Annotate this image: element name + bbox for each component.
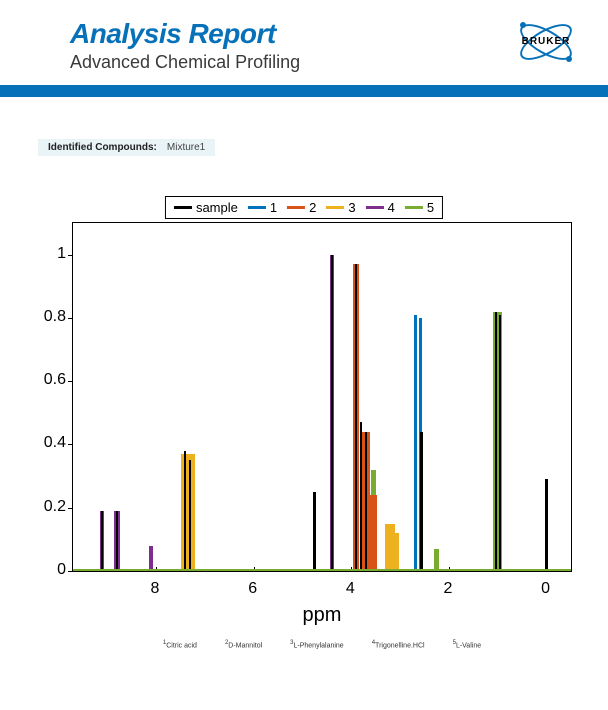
y-tick-label: 0.6 <box>44 371 66 389</box>
legend-swatch <box>366 206 384 209</box>
legend-label: 2 <box>309 200 316 215</box>
spectrum-peak <box>370 495 377 571</box>
plot-area <box>72 222 572 572</box>
legend-label: sample <box>196 200 238 215</box>
spectrum-peak <box>394 533 399 571</box>
logo-dot-icon <box>520 22 526 28</box>
y-tick-label: 1 <box>57 245 66 263</box>
spectrum-peak <box>499 315 501 571</box>
y-tick <box>68 255 73 256</box>
spectrum-baseline <box>73 569 571 571</box>
legend-item: 3 <box>326 200 355 215</box>
y-tick <box>68 318 73 319</box>
footnote-item: 3L-Phenylalanine <box>290 640 344 649</box>
x-tick-label: 6 <box>248 580 257 598</box>
x-tick-label: 0 <box>541 580 550 598</box>
legend-item: 4 <box>366 200 395 215</box>
nmr-chart: sample 1 2 3 4 5 0 0.2 0.4 0.6 0.8 1 0 2 4 6 8 ppm 1Ci… <box>28 196 580 676</box>
footnote-item: 4Trigonelline.HCl <box>372 640 425 649</box>
spectrum-peak <box>355 264 357 571</box>
legend-item: 2 <box>287 200 316 215</box>
y-tick <box>68 381 73 382</box>
identified-value: Mixture1 <box>167 142 205 153</box>
spectrum-peak <box>313 492 316 571</box>
y-tick-label: 0 <box>57 561 66 579</box>
content-area: Identified Compounds: Mixture1 sample 1 2 3… <box>0 97 608 676</box>
y-tick-label: 0.2 <box>44 498 66 516</box>
chart-legend: sample 1 2 3 4 5 <box>165 196 443 219</box>
brand-logo: BRUKER <box>514 18 578 66</box>
y-tick-label: 0.8 <box>44 308 66 326</box>
legend-label: 3 <box>348 200 355 215</box>
title-block: Analysis Report Advanced Chemical Profil… <box>70 18 300 73</box>
y-tick <box>68 571 73 572</box>
report-header: Analysis Report Advanced Chemical Profil… <box>0 0 608 73</box>
spectrum-peak <box>420 432 422 571</box>
identified-label: Identified Compounds: <box>48 142 157 153</box>
spectrum-peak <box>184 451 186 571</box>
spectrum-peak <box>331 255 333 571</box>
identified-compounds: Identified Compounds: Mixture1 <box>38 139 215 156</box>
chart-footnotes: 1Citric acid 2D-Mannitol 3L-Phenylalanine 4… <box>72 640 572 649</box>
report-subtitle: Advanced Chemical Profiling <box>70 52 300 73</box>
spectrum-peak <box>181 454 195 571</box>
legend-label: 1 <box>270 200 277 215</box>
x-axis-labels: 0 2 4 6 8 <box>72 576 572 604</box>
spectrum-peak <box>545 479 548 571</box>
legend-item: sample <box>174 200 238 215</box>
legend-item: 1 <box>248 200 277 215</box>
legend-swatch <box>174 206 192 209</box>
spectrum-peak <box>365 432 367 571</box>
spectrum-peak <box>149 546 153 571</box>
spectrum-peak <box>434 549 439 571</box>
legend-label: 4 <box>388 200 395 215</box>
legend-swatch <box>405 206 423 209</box>
legend-item: 5 <box>405 200 434 215</box>
header-divider <box>0 85 608 97</box>
spectrum-peak <box>495 312 497 571</box>
y-tick <box>68 508 73 509</box>
footnote-item: 5L-Valine <box>453 640 482 649</box>
brand-name: BRUKER <box>522 36 571 47</box>
report-title: Analysis Report <box>70 18 300 50</box>
footnote-item: 2D-Mannitol <box>225 640 262 649</box>
y-tick-label: 0.4 <box>44 434 66 452</box>
logo-dot-icon <box>566 56 572 62</box>
legend-swatch <box>326 206 344 209</box>
spectrum-peak <box>101 511 103 571</box>
x-axis-title: ppm <box>72 604 572 627</box>
spectrum-peak <box>116 511 118 571</box>
y-tick <box>68 444 73 445</box>
x-tick-label: 4 <box>346 580 355 598</box>
spectrum-peak <box>414 315 417 571</box>
spectrum-peak <box>189 460 191 571</box>
x-tick-label: 2 <box>443 580 452 598</box>
footnote-item: 1Citric acid <box>163 640 197 649</box>
x-tick-label: 8 <box>151 580 160 598</box>
y-axis-labels: 00.20.40.60.81 <box>40 222 70 572</box>
legend-label: 5 <box>427 200 434 215</box>
legend-swatch <box>287 206 305 209</box>
legend-swatch <box>248 206 266 209</box>
